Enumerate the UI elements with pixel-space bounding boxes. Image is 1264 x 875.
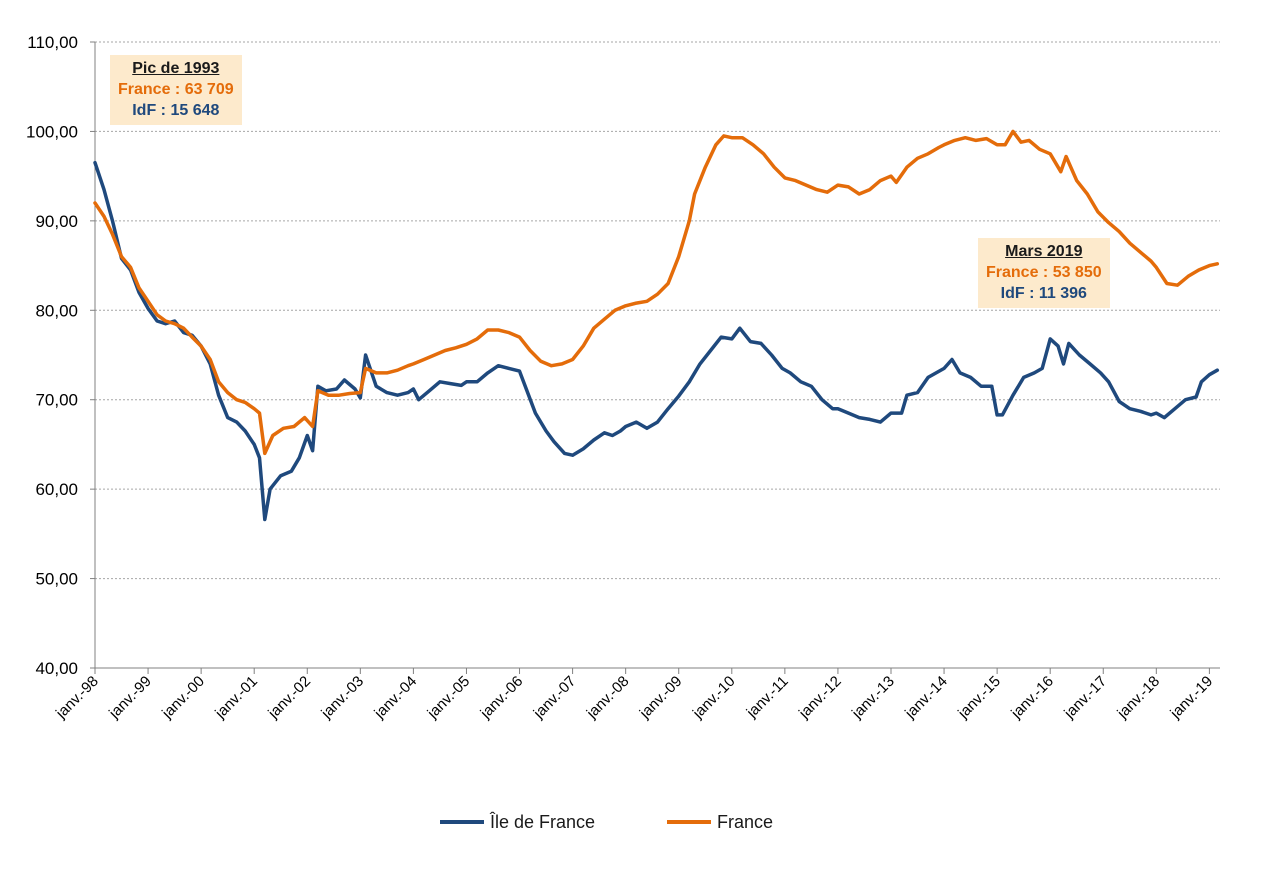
annotation-peak-1993: Pic de 1993 France : 63 709 IdF : 15 648 xyxy=(110,55,242,125)
legend-label-idf: Île de France xyxy=(489,812,595,832)
x-tick-label: janv.-02 xyxy=(264,673,314,723)
legend: Île de France France xyxy=(440,812,773,832)
y-tick-label: 80,00 xyxy=(35,301,78,320)
y-tick-label: 70,00 xyxy=(35,391,78,410)
x-tick-label: janv.-16 xyxy=(1007,673,1057,723)
y-tick-label: 100,00 xyxy=(26,122,78,141)
x-tick-label: janv.-18 xyxy=(1113,673,1163,723)
annotation-title: Mars 2019 xyxy=(1005,243,1083,260)
y-tick-label: 90,00 xyxy=(35,212,78,231)
y-tick-label: 40,00 xyxy=(35,659,78,678)
annotation-france-value: France : 53 850 xyxy=(986,264,1102,281)
x-tick-label: janv.-10 xyxy=(689,673,739,723)
series-line-idf xyxy=(93,160,1220,522)
x-tick-label: janv.-08 xyxy=(583,673,633,723)
x-tick-label: janv.-05 xyxy=(424,673,474,723)
x-tick-label: janv.-06 xyxy=(477,673,527,723)
x-tick-label: janv.-11 xyxy=(743,673,792,722)
x-tick-label: janv.-13 xyxy=(848,673,898,723)
x-tick-label: janv.-17 xyxy=(1060,673,1110,723)
legend-label-france: France xyxy=(717,812,773,832)
series-lines xyxy=(93,129,1220,522)
x-tick-label: janv.-19 xyxy=(1167,673,1217,723)
x-tick-label: janv.-03 xyxy=(317,673,367,723)
annotation-title: Pic de 1993 xyxy=(132,60,220,77)
annotation-idf-value: IdF : 11 396 xyxy=(1000,285,1087,302)
x-tick-label: janv.-09 xyxy=(636,673,686,723)
x-tick-label: janv.-98 xyxy=(52,673,102,723)
axes: 40,00 50,00 60,00 70,00 80,00 90,00 100,00 110,… xyxy=(26,33,1220,722)
annotation-march-2019: Mars 2019 France : 53 850 IdF : 11 396 xyxy=(978,238,1110,308)
gridlines xyxy=(95,41,1220,580)
x-tick-label: janv.-14 xyxy=(901,673,951,723)
y-tick-label: 60,00 xyxy=(35,480,78,499)
annotation-france-value: France : 63 709 xyxy=(118,81,234,98)
annotation-idf-value: IdF : 15 648 xyxy=(132,102,220,119)
x-tick-label: janv.-12 xyxy=(795,673,845,723)
y-tick-label: 50,00 xyxy=(35,570,78,589)
x-tick-label: janv.-04 xyxy=(371,673,421,723)
x-tick-label: janv.-00 xyxy=(158,673,208,723)
x-tick-label: janv.-99 xyxy=(105,673,155,723)
x-tick-label: janv.-07 xyxy=(530,673,580,723)
x-tick-label: janv.-15 xyxy=(954,673,1004,723)
series-line-france xyxy=(93,129,1220,456)
y-tick-label: 110,00 xyxy=(27,33,78,52)
x-tick-label: janv.-01 xyxy=(211,673,261,723)
